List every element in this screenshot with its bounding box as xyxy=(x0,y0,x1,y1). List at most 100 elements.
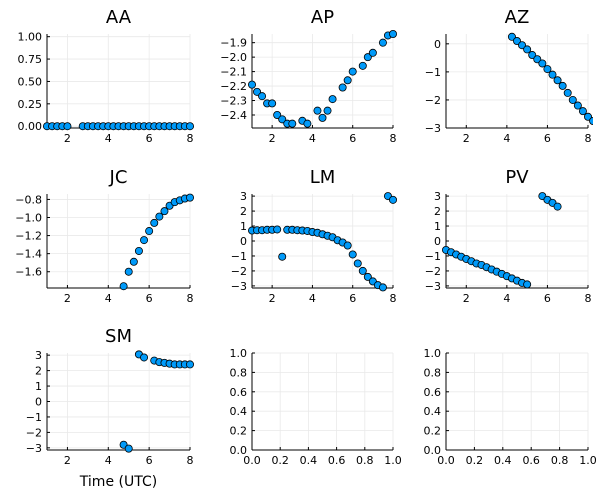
y-tick-label: 0.8 xyxy=(424,366,442,379)
y-tick-label: −1 xyxy=(26,411,42,424)
data-point xyxy=(589,116,593,125)
y-tick-label: 1.0 xyxy=(230,347,248,360)
data-point xyxy=(538,59,547,68)
data-point xyxy=(338,83,347,92)
x-tick-label: 6 xyxy=(349,132,356,145)
x-tick-label: 0.2 xyxy=(466,454,484,467)
y-tick-label: −3 xyxy=(425,122,441,135)
data-point xyxy=(533,55,542,64)
y-tick-label: −1.9 xyxy=(220,37,247,50)
x-tick-label: 8 xyxy=(585,132,592,145)
data-point xyxy=(140,353,149,362)
y-tick-label: −2 xyxy=(425,94,441,107)
x-tick-label: 0.0 xyxy=(243,454,261,467)
data-point xyxy=(584,112,593,121)
x-tick-label: 4 xyxy=(105,292,112,305)
x-tick-label: 0.4 xyxy=(300,454,318,467)
data-point xyxy=(578,107,587,116)
y-tick-label: 0 xyxy=(434,38,441,51)
data-point xyxy=(553,76,562,85)
data-point xyxy=(247,80,256,89)
data-point xyxy=(518,41,527,50)
data-point xyxy=(273,110,282,119)
data-point xyxy=(563,88,572,97)
x-tick-label: 0.8 xyxy=(356,454,374,467)
x-tick-label: 8 xyxy=(187,132,194,145)
y-tick-label: −3 xyxy=(231,280,247,293)
y-tick-label: −2 xyxy=(231,265,247,278)
x-tick-label: 4 xyxy=(105,454,112,467)
y-tick-label: 3 xyxy=(240,190,247,203)
y-tick-label: −1 xyxy=(231,250,247,263)
data-point xyxy=(140,236,149,245)
data-point xyxy=(343,76,352,85)
x-tick-label: 6 xyxy=(146,292,153,305)
y-tick-label: 2 xyxy=(434,205,441,218)
x-tick-label: 4 xyxy=(503,292,510,305)
x-tick-label: 4 xyxy=(309,132,316,145)
subplot-title: JC xyxy=(109,167,128,188)
y-tick-label: 0.25 xyxy=(18,98,43,111)
x-tick-label: 8 xyxy=(390,292,397,305)
x-tick-label: 2 xyxy=(64,454,71,467)
y-tick-label: −2 xyxy=(26,426,42,439)
x-tick-label: 4 xyxy=(503,132,510,145)
data-points xyxy=(247,29,397,128)
data-points xyxy=(43,122,194,131)
data-point xyxy=(268,99,277,108)
data-point xyxy=(313,106,322,115)
data-point xyxy=(353,259,362,268)
data-point xyxy=(388,195,397,204)
y-tick-label: 1.0 xyxy=(424,347,442,360)
subplot-ap: 2 4 6 8 −2.4−2.3 −2.2−2.1 −2.0−1.9 AP xyxy=(220,7,397,145)
data-point xyxy=(378,283,387,292)
y-tick-label: 1.00 xyxy=(18,31,43,44)
y-tick-label: −2 xyxy=(425,265,441,278)
data-point xyxy=(378,38,387,47)
data-points xyxy=(507,32,593,125)
subplot-pv: 2 4 6 8 −3 −2 −1 0 1 2 3 PV xyxy=(425,167,592,305)
data-point xyxy=(328,95,337,104)
x-tick-label: 0.2 xyxy=(271,454,289,467)
y-tick-label: 0 xyxy=(434,235,441,248)
x-tick-label: 2 xyxy=(64,132,71,145)
x-tick-label: 8 xyxy=(187,454,194,467)
data-point xyxy=(568,95,577,104)
y-tick-label: 0 xyxy=(240,235,247,248)
y-tick-label: −1.4 xyxy=(15,248,42,261)
x-tick-label: 6 xyxy=(146,132,153,145)
data-point xyxy=(528,51,537,60)
data-point xyxy=(358,61,367,70)
x-tick-label: 4 xyxy=(105,132,112,145)
data-point xyxy=(253,87,262,96)
subplot-sm: 2 4 6 8 −3 −2 −1 0 1 2 3 SM Time (UTC) xyxy=(26,326,194,490)
y-tick-label: 0.0 xyxy=(424,444,442,457)
x-tick-label: 8 xyxy=(187,292,194,305)
data-point xyxy=(348,250,357,259)
y-tick-label: −2.2 xyxy=(220,80,247,93)
y-tick-label: −1.2 xyxy=(15,230,42,243)
subplot-jc: 2 4 6 8 −1.6 −1.4 −1.2 −1.0 −0.8 JC xyxy=(15,167,194,305)
data-point xyxy=(318,113,327,122)
data-points xyxy=(247,192,397,292)
x-tick-label: 1.0 xyxy=(384,454,402,467)
data-point xyxy=(507,32,516,41)
data-point xyxy=(343,241,352,250)
data-point xyxy=(150,218,159,227)
x-tick-label: 2 xyxy=(64,292,71,305)
y-tick-label: 2 xyxy=(240,205,247,218)
y-tick-label: 0.2 xyxy=(424,425,442,438)
x-tick-label: 0.6 xyxy=(522,454,540,467)
data-point xyxy=(303,119,312,128)
data-point xyxy=(368,48,377,57)
y-tick-label: 0 xyxy=(35,396,42,409)
y-tick-label: 0.4 xyxy=(424,405,442,418)
data-points xyxy=(119,350,194,453)
data-point xyxy=(363,53,372,62)
y-tick-label: −0.8 xyxy=(15,193,42,206)
data-point xyxy=(548,70,557,79)
data-point xyxy=(348,67,357,76)
x-tick-label: 8 xyxy=(585,292,592,305)
y-tick-label: −1.6 xyxy=(15,266,42,279)
data-point xyxy=(288,119,297,128)
